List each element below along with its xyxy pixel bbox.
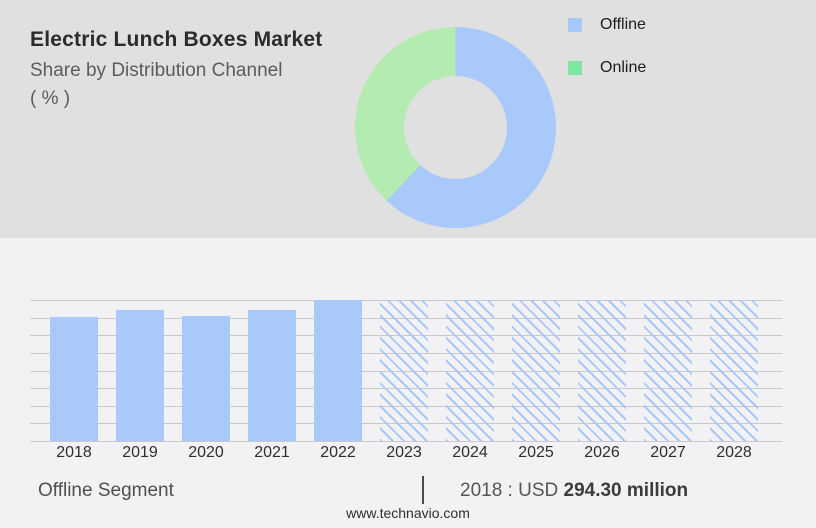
website-link[interactable]: www.technavio.com	[346, 505, 470, 521]
bar-2024	[446, 300, 494, 441]
x-axis-labels: 2018 2019 2020 2021 2022 2023 2024 2025 2026 2027…	[30, 444, 782, 466]
donut-chart	[355, 27, 556, 228]
bar-2027	[644, 300, 692, 441]
page-title: Electric Lunch Boxes Market	[30, 28, 323, 51]
legend-item-offline: Offline	[568, 14, 646, 36]
bar-2020	[182, 316, 230, 441]
bar-2021	[248, 310, 296, 441]
x-axis-label-2023: 2023	[386, 444, 422, 461]
legend: Offline Online	[568, 14, 646, 100]
stat-value: 294.30 million	[563, 480, 689, 501]
stat-prefix: 2018 : USD	[460, 480, 564, 501]
stat-annotation: 2018 : USD 294.30 million	[460, 480, 688, 502]
x-axis-label-2024: 2024	[452, 444, 488, 461]
bar-2025	[512, 300, 560, 441]
bar-2018	[50, 317, 98, 441]
bar-2019	[116, 310, 164, 441]
x-axis-label-2025: 2025	[518, 444, 554, 461]
bar-2026	[578, 300, 626, 441]
legend-swatch-online-icon	[568, 61, 582, 75]
donut-hole	[404, 76, 507, 179]
x-axis-label-2018: 2018	[56, 444, 92, 461]
x-axis-label-2022: 2022	[320, 444, 356, 461]
divider-bar	[422, 476, 424, 504]
header-section: Electric Lunch Boxes Market Share by Dis…	[0, 0, 816, 238]
segment-label: Offline Segment	[38, 480, 174, 501]
x-axis-label-2028: 2028	[716, 444, 752, 461]
legend-label-online: Online	[600, 59, 647, 76]
bar-2028	[710, 300, 758, 441]
legend-swatch-offline-icon	[568, 18, 582, 32]
bar-chart	[30, 300, 782, 442]
bar-2023	[380, 300, 428, 441]
x-axis-label-2020: 2020	[188, 444, 224, 461]
x-axis-label-2019: 2019	[122, 444, 158, 461]
legend-label-offline: Offline	[600, 16, 646, 33]
x-axis-label-2027: 2027	[650, 444, 686, 461]
subtitle-unit: ( % )	[30, 88, 71, 109]
x-axis-label-2026: 2026	[584, 444, 620, 461]
x-axis-label-2021: 2021	[254, 444, 290, 461]
gridline	[30, 441, 782, 442]
bar-2022	[314, 300, 362, 441]
legend-item-online: Online	[568, 57, 646, 79]
page-subtitle: Share by Distribution Channel	[30, 60, 283, 81]
bar-chart-section: 2018 2019 2020 2021 2022 2023 2024 2025 2026 2027…	[0, 238, 816, 528]
